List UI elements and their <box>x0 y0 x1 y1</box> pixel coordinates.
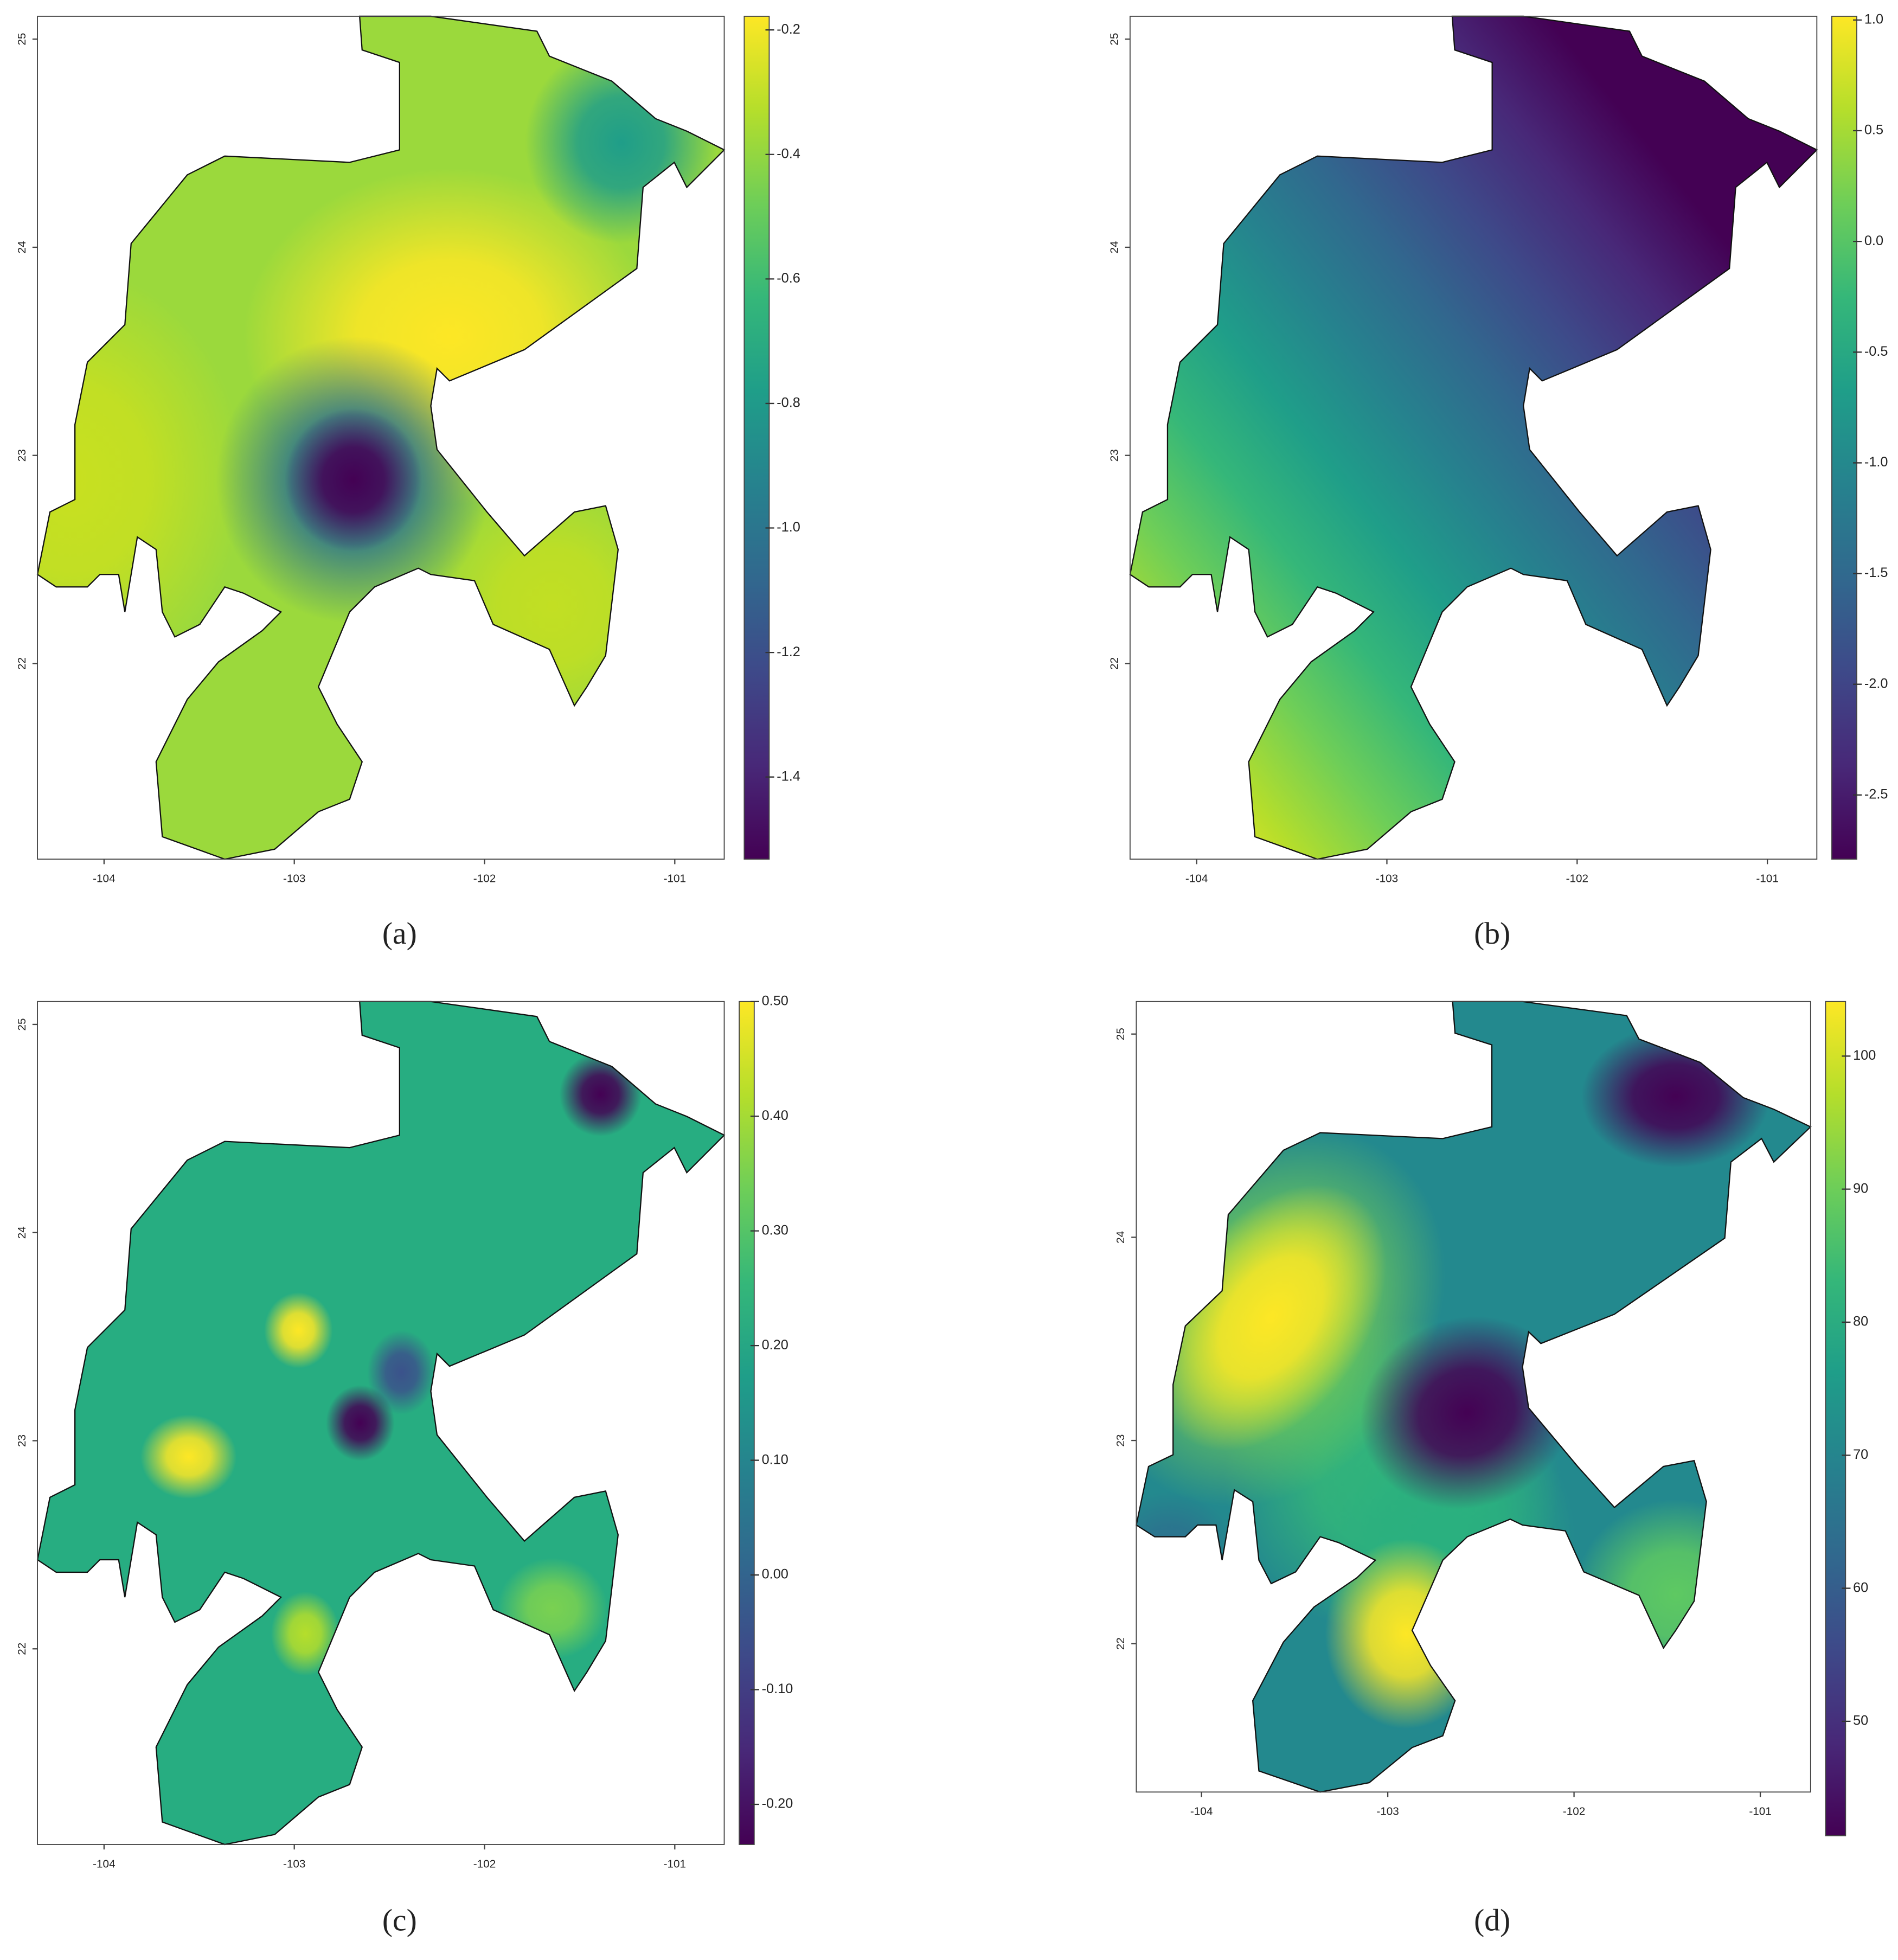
x-tick-label: -101 <box>1749 1805 1771 1818</box>
colorbar <box>739 1001 755 1845</box>
x-tick-label: -101 <box>664 1857 686 1870</box>
y-tick-label: 25 <box>1114 1028 1127 1040</box>
region-outline <box>1129 15 1818 860</box>
colorbar-tick-label: 0.50 <box>762 993 788 1008</box>
colorbar-tick-label: 80 <box>1853 1314 1868 1329</box>
colorbar-tick-label: -2.5 <box>1864 787 1888 802</box>
panel-label: (d) <box>1474 1903 1510 1937</box>
colorbar-tick-label: -0.10 <box>762 1681 793 1696</box>
x-tick-label: -102 <box>473 1857 496 1870</box>
y-tick-label: 24 <box>16 1226 28 1239</box>
colorbar-tick-label: 0.20 <box>762 1337 788 1353</box>
x-tick-label: -102 <box>1566 873 1588 885</box>
x-tick-label: -103 <box>1376 873 1398 885</box>
y-tick-label: 23 <box>1114 1434 1127 1447</box>
raster-blob <box>367 1330 436 1415</box>
x-tick-label: -102 <box>473 873 496 885</box>
colorbar <box>1825 1001 1846 1836</box>
colorbar-tick-label: -0.2 <box>777 22 800 37</box>
raster-blob <box>559 1052 642 1137</box>
colorbar-tick-label: -0.20 <box>762 1796 793 1811</box>
colorbar <box>1831 16 1857 860</box>
colorbar-tick-label: -0.5 <box>1864 344 1888 359</box>
y-tick-label: 23 <box>16 449 28 462</box>
colorbar-tick-label: -1.5 <box>1864 565 1888 580</box>
x-tick-label: -103 <box>1376 1805 1399 1818</box>
colorbar-tick-label: -1.4 <box>777 768 800 784</box>
x-tick-label: -104 <box>93 873 115 885</box>
raster <box>1136 1001 1811 1792</box>
raster-blob <box>1360 1316 1573 1509</box>
y-tick-label: 24 <box>1114 1231 1127 1244</box>
y-tick-label: 25 <box>16 33 28 46</box>
y-tick-label: 23 <box>1108 449 1121 462</box>
colorbar-tick-label: 0.0 <box>1864 233 1883 248</box>
colorbar-tick-label: 0.5 <box>1864 123 1883 138</box>
raster-blob <box>1325 1539 1487 1729</box>
x-tick-label: -103 <box>283 1857 305 1870</box>
plot-frame <box>37 1001 725 1845</box>
raster-blob <box>264 1292 333 1368</box>
raster <box>37 16 724 860</box>
y-tick-label: 25 <box>1108 33 1121 46</box>
colorbar-tick-label: 60 <box>1853 1580 1868 1595</box>
x-tick-label: -103 <box>283 873 305 885</box>
y-tick-label: 23 <box>16 1434 28 1447</box>
colorbar-tick-label: -0.8 <box>777 395 800 411</box>
y-tick-label: 22 <box>16 657 28 670</box>
plot-frame <box>1129 16 1818 860</box>
colorbar-tick-label: 0.40 <box>762 1108 788 1123</box>
y-tick-label: 22 <box>1114 1637 1127 1650</box>
raster-blob <box>525 41 717 244</box>
raster-blob <box>497 1558 608 1660</box>
colorbar-tick-label: 1.0 <box>1864 12 1883 27</box>
colorbar-tick-label: -1.0 <box>777 520 800 535</box>
raster-blob <box>325 1385 395 1461</box>
x-tick-label: -101 <box>1756 873 1778 885</box>
x-tick-label: -104 <box>1185 873 1208 885</box>
colorbar-tick-label: 0.30 <box>762 1222 788 1238</box>
raster-gradient <box>1130 16 1817 860</box>
y-tick-label: 22 <box>1108 657 1121 670</box>
region-outline <box>36 15 726 860</box>
y-tick-label: 24 <box>1108 241 1121 253</box>
y-tick-label: 22 <box>16 1643 28 1655</box>
colorbar-tick-label: -0.6 <box>777 271 800 286</box>
colorbar-tick-label: 0.10 <box>762 1452 788 1467</box>
colorbar <box>743 16 770 860</box>
panel-label: (c) <box>382 1903 417 1937</box>
colorbar-tick-label: -1.2 <box>777 644 800 659</box>
x-tick-label: -102 <box>1563 1805 1585 1818</box>
colorbar-tick-label: 0.00 <box>762 1567 788 1582</box>
colorbar-tick-label: -2.0 <box>1864 676 1888 691</box>
y-tick-label: 25 <box>16 1018 28 1030</box>
colorbar-tick-label: 90 <box>1853 1181 1868 1196</box>
x-tick-label: -101 <box>664 873 686 885</box>
raster-blob <box>1574 1499 1777 1689</box>
raster-blob <box>271 1591 340 1676</box>
colorbar-tick-label: -1.0 <box>1864 454 1888 470</box>
raster <box>37 1001 724 1844</box>
x-tick-label: -104 <box>1190 1805 1213 1818</box>
region-outline <box>36 1001 726 1846</box>
colorbar-tick-label: 100 <box>1853 1048 1876 1063</box>
raster-blob <box>285 408 422 552</box>
colorbar-tick-label: 50 <box>1853 1713 1868 1728</box>
x-tick-label: -104 <box>93 1857 115 1870</box>
colorbar-tick-label: -0.4 <box>777 146 800 161</box>
raster-blob <box>140 1414 237 1499</box>
panel-label: (a) <box>382 917 417 951</box>
raster <box>1130 16 1817 860</box>
plot-frame <box>37 16 725 860</box>
raster-blob <box>1136 1491 1237 1618</box>
region-outline <box>1136 1001 1812 1793</box>
plot-frame <box>1136 1001 1811 1793</box>
y-tick-label: 24 <box>16 241 28 253</box>
panel-label: (b) <box>1474 917 1510 951</box>
colorbar-tick-label: 70 <box>1853 1447 1868 1462</box>
